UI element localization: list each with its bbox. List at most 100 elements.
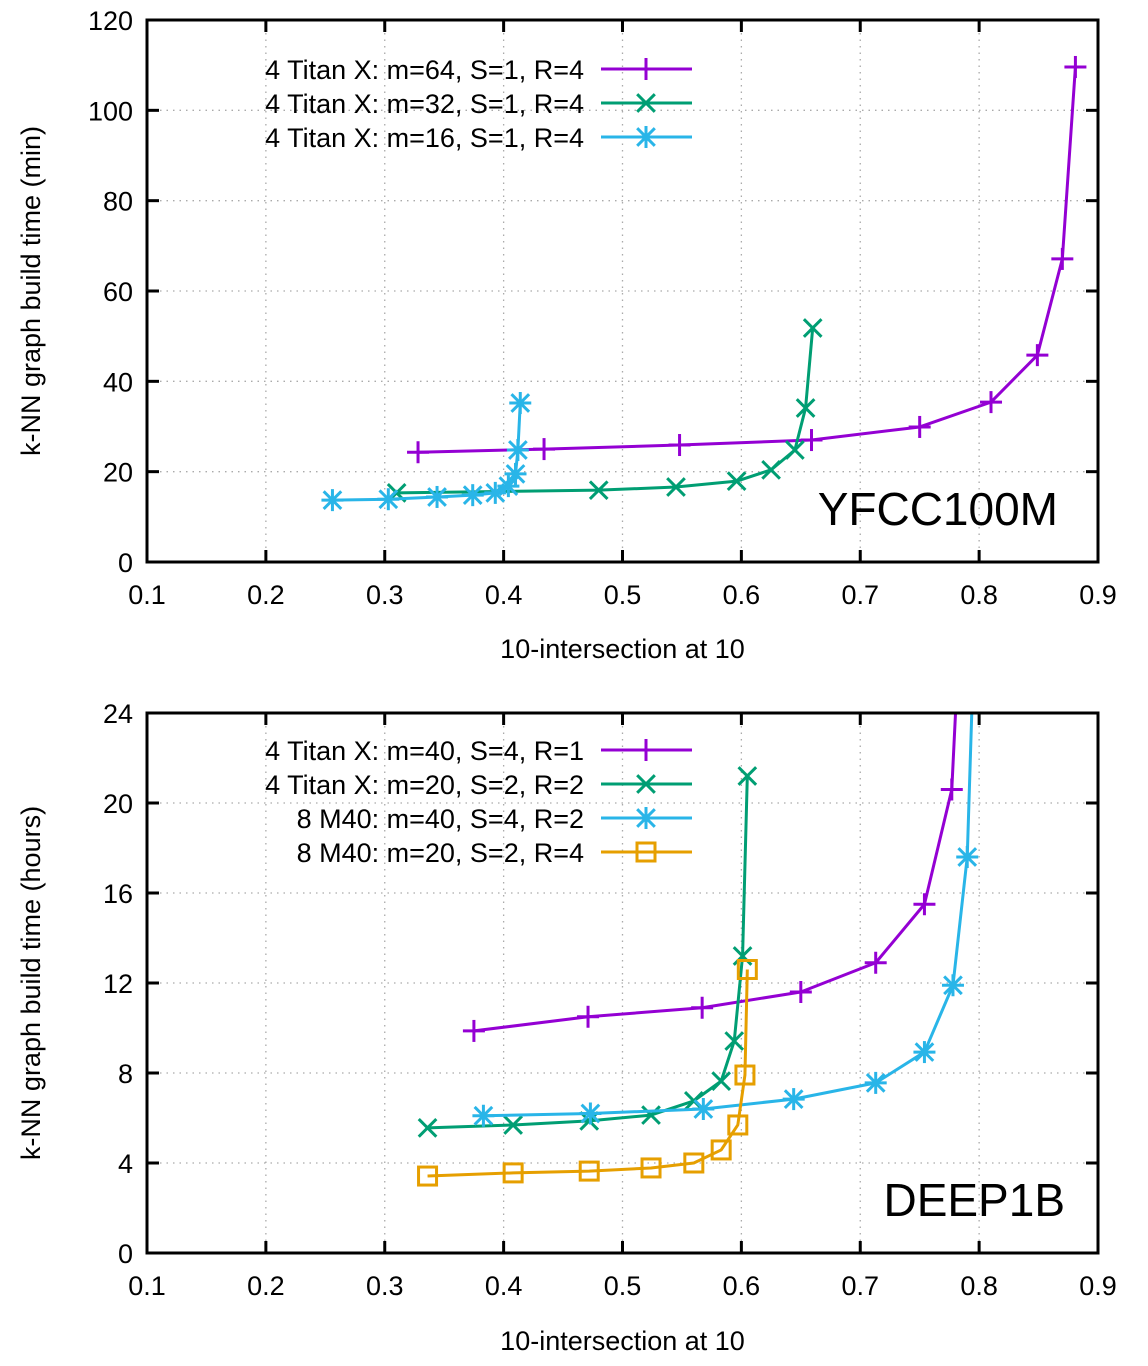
chart-2-series-1 xyxy=(462,713,963,1042)
chart-2-series-3-point-d2 xyxy=(693,1099,714,1119)
chart-1-legend-item: 4 Titan X: m=64, S=1, R=4 xyxy=(265,55,692,85)
chart-2-series-4-point-box xyxy=(727,1114,749,1136)
chart-2-ytick-label: 0 xyxy=(118,1239,133,1269)
chart-2-legend-marker-d2 xyxy=(636,774,656,794)
chart-1-series-3-point xyxy=(461,484,484,507)
chart-1-series-3-point xyxy=(504,462,527,485)
chart-2-y-axis-title: k-NN graph build time (hours) xyxy=(16,806,46,1160)
chart-1-xtick-label: 0.3 xyxy=(366,580,404,610)
chart-2-legend-label: 4 Titan X: m=20, S=2, R=2 xyxy=(265,770,584,800)
chart-1-xtick-label: 0.6 xyxy=(723,580,761,610)
chart-1-ytick-label: 0 xyxy=(118,548,133,578)
chart-1-dataset-label: YFCC100M xyxy=(818,483,1058,535)
chart-1-xtick-label: 0.2 xyxy=(247,580,285,610)
chart-2-series-4-point xyxy=(640,1157,662,1179)
chart-1-legend-item: 4 Titan X: m=32, S=1, R=4 xyxy=(265,89,692,119)
chart-1-legend-label: 4 Titan X: m=16, S=1, R=4 xyxy=(265,123,584,153)
chart-2-xtick-label: 0.3 xyxy=(366,1271,404,1301)
chart-2-series-2-point xyxy=(641,1105,661,1125)
chart-1-xtick-label: 0.7 xyxy=(841,580,879,610)
chart-2-series-4-point xyxy=(683,1152,705,1174)
chart-1-plot-frame xyxy=(145,18,1100,564)
chart-1-xtick-label: 0.8 xyxy=(960,580,998,610)
chart-1-legend-marker xyxy=(636,93,656,113)
chart-1-series-3-point-d2 xyxy=(427,487,447,507)
chart-2-legend-marker-box xyxy=(635,841,657,863)
chart-2-ytick-label: 20 xyxy=(103,789,133,819)
chart-2-legend-marker xyxy=(635,739,657,761)
chart-2-series-4-point xyxy=(578,1160,600,1182)
chart-1-series-2-point-d2 xyxy=(761,459,781,480)
chart-2-series-3-point-d2 xyxy=(783,1089,804,1109)
chart-2-legend-marker-d2 xyxy=(636,808,656,828)
chart-1-ytick-label: 120 xyxy=(88,6,133,36)
chart-1-series-1-point xyxy=(533,438,556,461)
chart-2-series-3-point xyxy=(941,974,964,997)
chart-2-xtick-label: 0.7 xyxy=(841,1271,879,1301)
chart-2-series-4-point xyxy=(417,1165,439,1187)
chart-1-series-1-point xyxy=(407,441,430,464)
chart-2-series-3 xyxy=(472,713,979,1127)
chart-1-series-1-point xyxy=(1026,344,1049,367)
chart-2-series-4-point xyxy=(502,1162,524,1184)
chart-1-series-3-point-d2 xyxy=(510,393,531,413)
chart-1-series-2 xyxy=(386,318,823,503)
chart-2-plot-frame xyxy=(145,711,1100,1255)
chart-2-series-4-point xyxy=(736,959,758,980)
chart-2-series-2-point-d2 xyxy=(724,1031,745,1051)
chart-1-series-1-point xyxy=(1064,55,1087,78)
chart-1-series-3-point xyxy=(321,489,344,512)
chart-2-legend-item: 4 Titan X: m=40, S=4, R=1 xyxy=(265,736,692,766)
chart-1-series-2-point-d2 xyxy=(802,318,823,338)
chart-2-series-4-point-box xyxy=(683,1152,705,1174)
chart-2-series-1-line xyxy=(473,713,958,1033)
chart-2-series-3-point xyxy=(472,1104,495,1127)
chart-2-series-3-point xyxy=(692,1098,715,1120)
chart-2-series-4-point-box xyxy=(502,1162,524,1184)
chart-2-series-3-point xyxy=(782,1088,805,1111)
chart-1-series-2-point xyxy=(588,480,609,501)
chart-2-series-3-point-d2 xyxy=(957,847,978,867)
chart-1-legend-marker-d2 xyxy=(636,93,656,113)
chart-2-xtick-label: 0.9 xyxy=(1079,1271,1117,1301)
chart-2-series-2-point xyxy=(417,1118,438,1138)
chart-2-series-4-point xyxy=(734,1064,756,1086)
chart-2-series-2-point-d2 xyxy=(711,1071,732,1091)
chart-2-series-1-point xyxy=(691,996,714,1019)
chart-2-ytick-label: 8 xyxy=(118,1059,133,1089)
chart-2-series-4 xyxy=(417,959,758,1187)
chart-2-legend-marker xyxy=(635,841,657,863)
chart-2-series-4-point-box xyxy=(734,1064,756,1086)
chart-2-dataset-label: DEEP1B xyxy=(883,1174,1065,1226)
chart-2-series-3-point xyxy=(913,1041,936,1064)
chart-2-series-4-point-box xyxy=(640,1157,662,1179)
chart-2-series-2-point-d2 xyxy=(732,946,753,966)
chart-2: 0.1 0.2 0.3 0.4 0.5 0.6 0.7 0.8 0.9 0 4 8 12 16 20 24 10… xyxy=(16,699,1117,1356)
chart-2-ytick-label: 16 xyxy=(103,879,133,909)
chart-1-xtick-label: 0.9 xyxy=(1079,580,1117,610)
chart-2-legend-item: 8 M40: m=40, S=4, R=2 xyxy=(297,804,692,834)
chart-1-ytick-label: 80 xyxy=(103,187,133,217)
chart-1-ytick-label: 20 xyxy=(103,458,133,488)
chart-1-series-3-point xyxy=(509,392,532,415)
chart-1-series-3-point-d2 xyxy=(378,489,399,510)
chart-1-series-2-point-d2 xyxy=(666,477,686,497)
chart-2-series-2-point xyxy=(724,1031,745,1051)
chart-2-series-1-point xyxy=(462,1019,485,1042)
chart-1-series-2-point-d2 xyxy=(795,398,816,418)
chart-1-ytick-label: 100 xyxy=(88,96,133,126)
chart-1-series-1 xyxy=(407,55,1087,464)
chart-2-series-2-point xyxy=(737,766,758,786)
chart-2-series-4-point-box xyxy=(736,959,758,980)
chart-2-series-2-point-d2 xyxy=(737,766,758,786)
chart-1-series-2-point xyxy=(802,318,823,338)
chart-1-series-3-point xyxy=(497,475,520,498)
chart-1-series-3-point xyxy=(506,438,529,461)
chart-2-series-3-point xyxy=(579,1102,602,1125)
chart-1: 0.1 0.2 0.3 0.4 0.5 0.6 0.7 0.8 0.9 0 20 40 60 80 100 1… xyxy=(16,6,1117,664)
chart-2-series-3-point-d2 xyxy=(580,1103,601,1124)
chart-1-series-3 xyxy=(321,392,532,512)
chart-2-series-2-point xyxy=(503,1115,523,1135)
chart-2-ytick-label: 24 xyxy=(103,699,133,729)
chart-1-series-2-point xyxy=(795,398,816,418)
